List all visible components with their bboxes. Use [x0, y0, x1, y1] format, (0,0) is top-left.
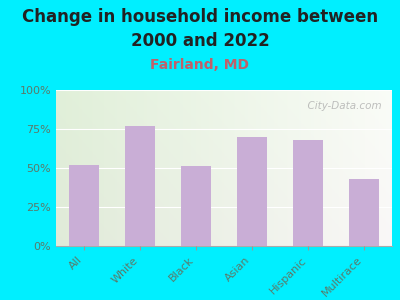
Bar — [237, 137, 268, 246]
Bar — [125, 126, 155, 246]
Text: City-Data.com: City-Data.com — [301, 101, 382, 111]
Text: 2000 and 2022: 2000 and 2022 — [131, 32, 269, 50]
Bar — [348, 179, 379, 246]
Bar — [181, 167, 212, 246]
Text: Change in household income between: Change in household income between — [22, 8, 378, 26]
Bar — [293, 140, 324, 246]
Bar — [69, 165, 100, 246]
Text: Fairland, MD: Fairland, MD — [150, 58, 250, 72]
